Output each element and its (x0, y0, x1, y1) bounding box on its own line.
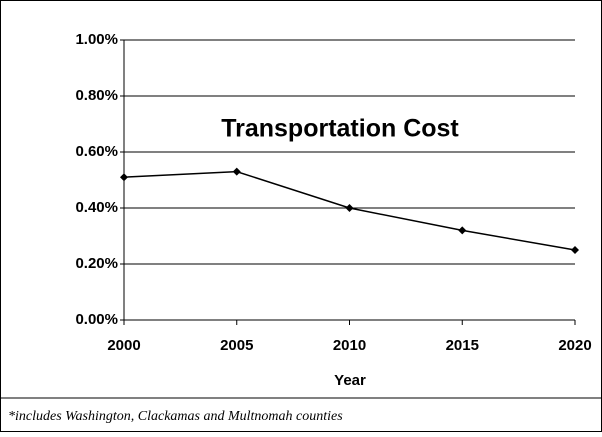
data-point (345, 204, 354, 212)
y-tick-label: 1.00% (75, 31, 118, 48)
data-point (458, 226, 467, 235)
chart-title: Transportation Cost (221, 115, 459, 143)
data-point (120, 173, 128, 182)
y-tick-label: 0.20% (75, 255, 118, 272)
x-axis-title: Year (334, 372, 366, 389)
x-tick-label: 2010 (333, 337, 366, 354)
data-point (232, 167, 241, 176)
x-tick-label: 2005 (220, 337, 253, 354)
y-tick-label: 0.00% (75, 311, 118, 328)
footnote: *includes Washington, Clackamas and Mult… (8, 409, 343, 424)
y-tick-label: 0.80% (75, 87, 118, 104)
data-point (571, 246, 579, 254)
y-tick-label: 0.60% (75, 143, 118, 160)
x-tick-label: 2000 (107, 337, 140, 354)
y-tick-label: 0.40% (75, 199, 118, 216)
x-tick-label: 2020 (558, 337, 591, 354)
x-tick-label: 2015 (446, 337, 479, 354)
